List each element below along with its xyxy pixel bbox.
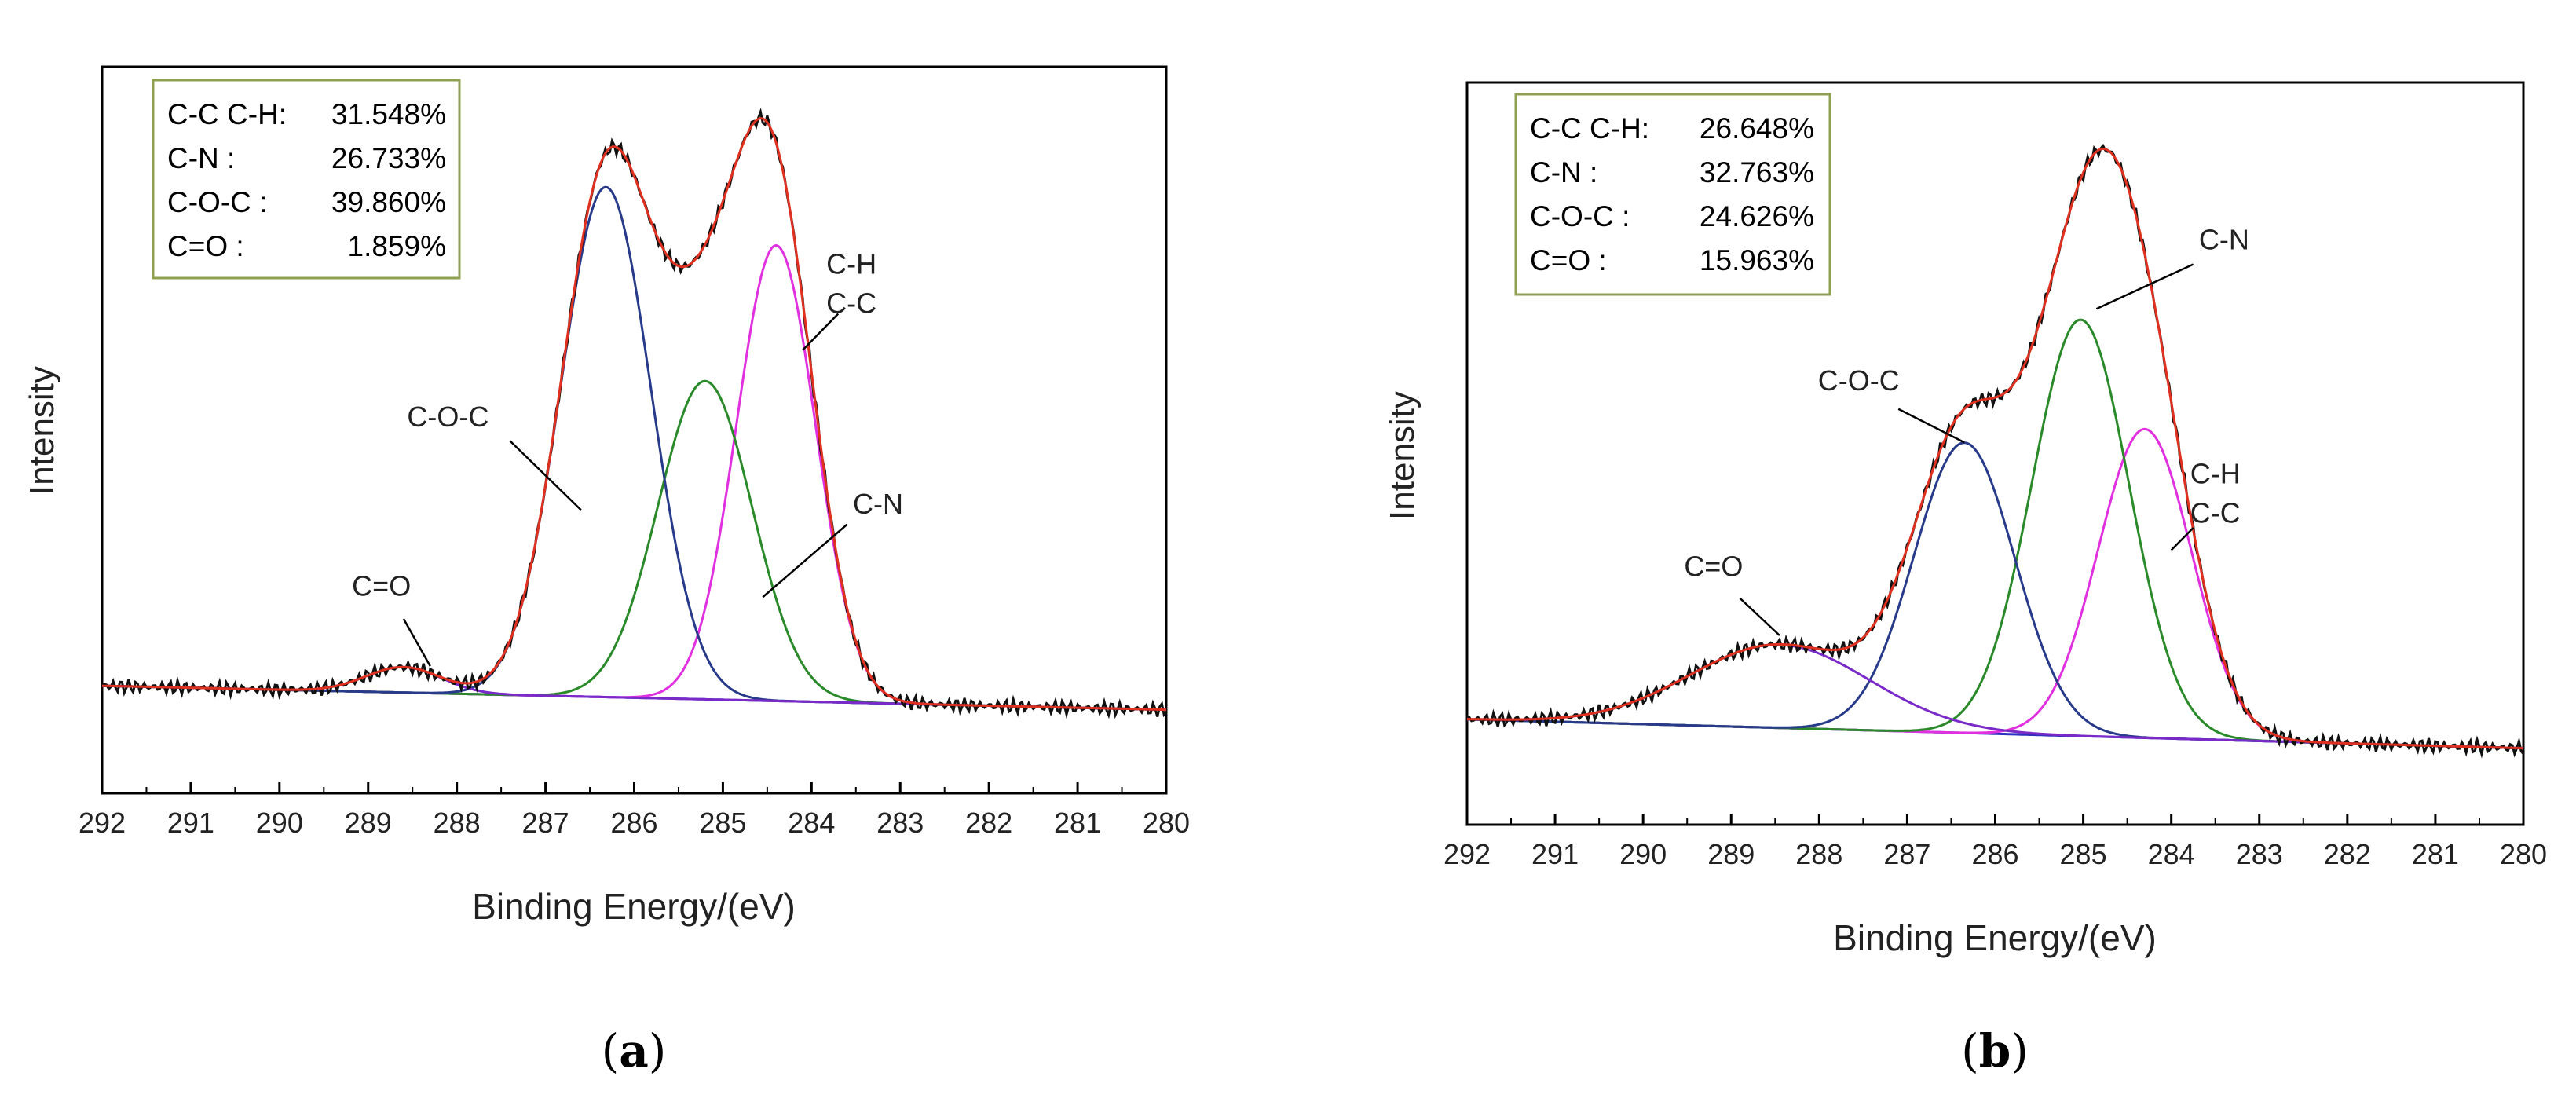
chart-panel-a: 292 291 290 289 288 287 286 285 284 283 282 281 280 … <box>23 65 1190 1078</box>
legend-label: C-N : <box>167 142 235 174</box>
peak-curve-c-c-c-h <box>101 243 1166 712</box>
annotation-leader-line <box>762 523 848 598</box>
peak-annotation-label: C-O-C <box>1818 364 1900 397</box>
peak-annotations: C=O C-O-C C-N C-H C-C <box>1684 224 2249 636</box>
annotation-leader-line <box>2095 263 2194 310</box>
peak-annotation-label: C-H C-C <box>2190 457 2241 529</box>
annotation-leader-line <box>802 313 840 351</box>
x-tick-label: 288 <box>1795 838 1842 870</box>
peak-annotations: C=O C-O-C C-N C-H C-C <box>352 248 903 667</box>
x-tick-label: 283 <box>2236 838 2283 870</box>
legend-value: 26.648% <box>1700 112 1814 145</box>
peak-annotation-label: C-N <box>853 488 903 520</box>
x-tick-label: 284 <box>2148 838 2195 870</box>
x-tick-label: 283 <box>876 807 924 839</box>
x-axis-ticks: 292 291 290 289 288 287 286 285 284 283 282 281 280 <box>79 782 1190 839</box>
series-group <box>101 108 1168 719</box>
x-tick-label: 285 <box>2060 838 2107 870</box>
x-tick-label: 288 <box>434 807 481 839</box>
x-tick-label: 287 <box>522 807 569 839</box>
legend-label: C=O : <box>167 230 244 262</box>
fitted-envelope <box>101 117 1166 712</box>
x-tick-label: 292 <box>79 807 126 839</box>
legend-value: 31.548% <box>331 98 446 130</box>
chart-panel-b: 292 291 290 289 288 287 286 285 284 283 282 281 280 … <box>1383 81 2547 1078</box>
y-axis-label: Intensity <box>1383 391 1422 520</box>
x-axis-ticks: 292 291 290 289 288 287 286 285 284 283 282 281 280 <box>1444 814 2547 870</box>
peak-annotation-label: C=O <box>1684 550 1743 582</box>
x-tick-label: 291 <box>167 807 214 839</box>
x-tick-label: 292 <box>1444 838 1491 870</box>
component-percentage-box: C-C C-H: 26.648% C-N : 32.763% C-O-C : 2… <box>1514 93 1831 296</box>
peak-annotation-label: C-H C-C <box>826 248 876 320</box>
x-tick-label: 289 <box>1707 838 1755 870</box>
legend-value: 15.963% <box>1700 244 1814 276</box>
peak-annotation-label: C-N <box>2199 224 2249 256</box>
panel-label-b: (b) <box>1961 1024 2029 1078</box>
legend-label: C-C C-H: <box>167 98 287 130</box>
legend-value: 32.763% <box>1700 156 1814 188</box>
x-axis-label: Binding Energy/(eV) <box>472 886 796 927</box>
fitted-envelope <box>1467 147 2524 750</box>
x-tick-label: 286 <box>1971 838 2018 870</box>
x-tick-label: 289 <box>345 807 392 839</box>
x-tick-label: 290 <box>256 807 303 839</box>
x-tick-label: 284 <box>788 807 835 839</box>
legend-label: C-N : <box>1530 156 1597 188</box>
x-tick-label: 282 <box>2324 838 2371 870</box>
peak-curve-c-n <box>1466 318 2524 750</box>
x-tick-label: 286 <box>610 807 657 839</box>
annotation-leader-line <box>1739 597 1780 636</box>
legend-label: C=O : <box>1530 244 1607 276</box>
peak-annotation-label: C=O <box>352 569 411 602</box>
annotation-leader-line <box>2170 527 2194 551</box>
legend-value: 24.626% <box>1700 200 1814 232</box>
annotation-leader-line <box>509 440 582 511</box>
peak-curve-c-c-c-h <box>1466 427 2524 750</box>
legend-value: 26.733% <box>331 142 446 174</box>
panel-label-a: (a) <box>602 1024 667 1078</box>
peak-annotation-label: C-O-C <box>407 401 488 433</box>
series-group <box>1466 143 2525 759</box>
x-tick-label: 280 <box>2500 838 2547 870</box>
x-tick-label: 280 <box>1143 807 1190 839</box>
y-axis-label: Intensity <box>23 366 61 495</box>
legend-label: C-O-C : <box>167 186 267 218</box>
legend-label: C-O-C : <box>1530 200 1630 232</box>
x-tick-label: 287 <box>1883 838 1930 870</box>
x-tick-label: 290 <box>1619 838 1667 870</box>
legend-value: 39.860% <box>331 186 446 218</box>
annotation-leader-line <box>1897 408 1965 444</box>
x-axis-label: Binding Energy/(eV) <box>1833 917 2157 958</box>
component-percentage-box: C-C C-H: 31.548% C-N : 26.733% C-O-C : 3… <box>152 79 461 280</box>
peak-curve-c-n <box>101 379 1166 712</box>
x-tick-label: 281 <box>1054 807 1101 839</box>
annotation-leader-line <box>402 618 431 667</box>
x-tick-label: 281 <box>2412 838 2459 870</box>
x-tick-label: 285 <box>699 807 746 839</box>
legend-value: 1.859% <box>348 230 447 262</box>
legend-label: C-C C-H: <box>1530 112 1649 145</box>
x-tick-label: 291 <box>1531 838 1579 870</box>
x-tick-label: 282 <box>965 807 1012 839</box>
